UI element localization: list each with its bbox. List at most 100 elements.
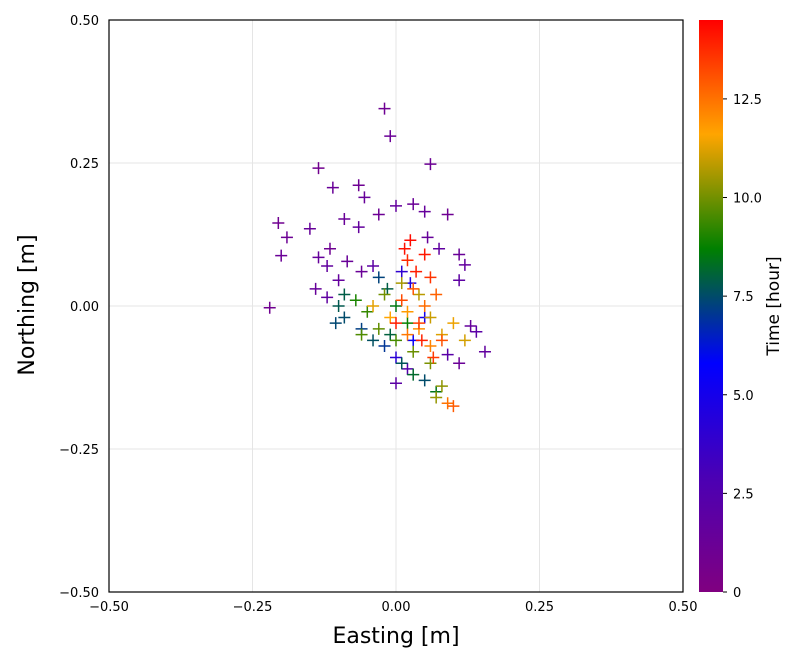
data-point — [453, 248, 466, 261]
y-tick-label: 0.50 — [70, 14, 99, 29]
colorbar — [699, 20, 723, 592]
data-point — [372, 322, 385, 335]
colorbar-tick-label: 0 — [733, 586, 741, 601]
data-point — [435, 334, 448, 347]
data-point — [275, 249, 288, 262]
x-tick-label: 0.00 — [382, 600, 411, 615]
data-point — [329, 317, 342, 330]
data-point — [309, 282, 322, 295]
data-point — [401, 328, 414, 341]
data-point — [415, 334, 428, 347]
data-point — [384, 130, 397, 143]
colorbar-tick-label: 5.0 — [733, 389, 754, 404]
data-point — [367, 300, 380, 312]
data-point — [338, 213, 351, 226]
data-point — [312, 162, 325, 175]
data-point — [323, 242, 336, 255]
data-point — [390, 351, 402, 364]
data-point — [407, 282, 420, 295]
colorbar-label: Time [hour] — [764, 256, 784, 356]
data-point — [424, 271, 437, 284]
axis-ticks: −0.50 −0.25 0.00 0.25 0.50 −0.50 −0.25 0.00 0.25… — [59, 14, 697, 615]
colorbar-tick-label: 12.5 — [733, 93, 762, 108]
y-tick-label: 0.00 — [70, 300, 99, 315]
colorbar-tick-label: 7.5 — [733, 290, 754, 305]
x-tick-label: 0.25 — [525, 600, 554, 615]
x-tick-label: 0.50 — [669, 600, 698, 615]
data-point — [326, 181, 339, 194]
data-point — [361, 305, 374, 318]
data-point — [412, 288, 425, 301]
data-point — [401, 305, 414, 318]
x-tick-label: −0.25 — [233, 600, 273, 615]
y-axis-label: Northing [m] — [15, 234, 40, 375]
data-point — [458, 258, 471, 271]
data-point — [421, 231, 434, 244]
data-point — [355, 265, 368, 278]
data-point — [478, 345, 491, 358]
data-point — [398, 242, 411, 255]
data-point — [378, 340, 391, 353]
data-point — [358, 191, 371, 204]
data-point — [378, 102, 391, 115]
data-point — [430, 391, 443, 404]
data-point — [424, 311, 437, 324]
data-point — [418, 374, 431, 387]
data-point — [418, 300, 431, 312]
data-point — [390, 300, 402, 312]
data-point — [355, 328, 368, 341]
data-point — [349, 294, 362, 307]
data-point — [427, 351, 440, 364]
data-point — [433, 242, 446, 255]
colorbar-ticks: 0 2.5 5.0 7.5 10.0 12.5 — [723, 93, 762, 601]
data-point — [407, 345, 420, 358]
data-point — [321, 291, 334, 304]
data-point — [447, 400, 460, 413]
data-point — [401, 317, 414, 330]
data-point — [407, 198, 420, 211]
x-tick-label: −0.50 — [89, 600, 129, 615]
data-point — [404, 234, 417, 247]
data-point — [338, 311, 351, 324]
data-point — [384, 311, 397, 324]
data-point — [338, 288, 351, 301]
data-point — [418, 205, 431, 218]
data-point — [367, 259, 380, 272]
data-point — [395, 294, 408, 307]
data-point — [390, 377, 402, 390]
data-point — [390, 199, 402, 212]
data-points — [263, 102, 491, 413]
data-point — [424, 357, 437, 370]
data-point — [352, 179, 365, 192]
data-point — [430, 288, 443, 301]
data-point — [352, 221, 365, 234]
data-point — [372, 271, 385, 284]
data-point — [401, 362, 414, 375]
x-axis-label: Easting [m] — [332, 624, 459, 649]
data-point — [407, 368, 420, 381]
data-point — [441, 208, 454, 221]
data-point — [424, 340, 437, 353]
data-point — [470, 325, 483, 338]
data-point — [372, 208, 385, 221]
data-point — [435, 380, 448, 393]
data-point — [395, 265, 408, 278]
data-point — [418, 248, 431, 261]
y-tick-label: 0.25 — [70, 157, 99, 172]
data-point — [395, 357, 408, 370]
y-tick-label: −0.50 — [59, 586, 99, 601]
data-point — [458, 334, 471, 347]
data-point — [303, 222, 316, 235]
data-point — [384, 328, 397, 341]
data-point — [412, 317, 425, 330]
data-point — [441, 348, 454, 361]
data-point — [272, 217, 285, 230]
data-point — [367, 334, 380, 347]
data-point — [447, 317, 460, 330]
plot-frame — [108, 19, 684, 593]
data-point — [441, 397, 454, 410]
data-point — [410, 265, 423, 278]
data-point — [390, 317, 402, 330]
data-point — [424, 158, 437, 171]
data-point — [341, 255, 354, 268]
